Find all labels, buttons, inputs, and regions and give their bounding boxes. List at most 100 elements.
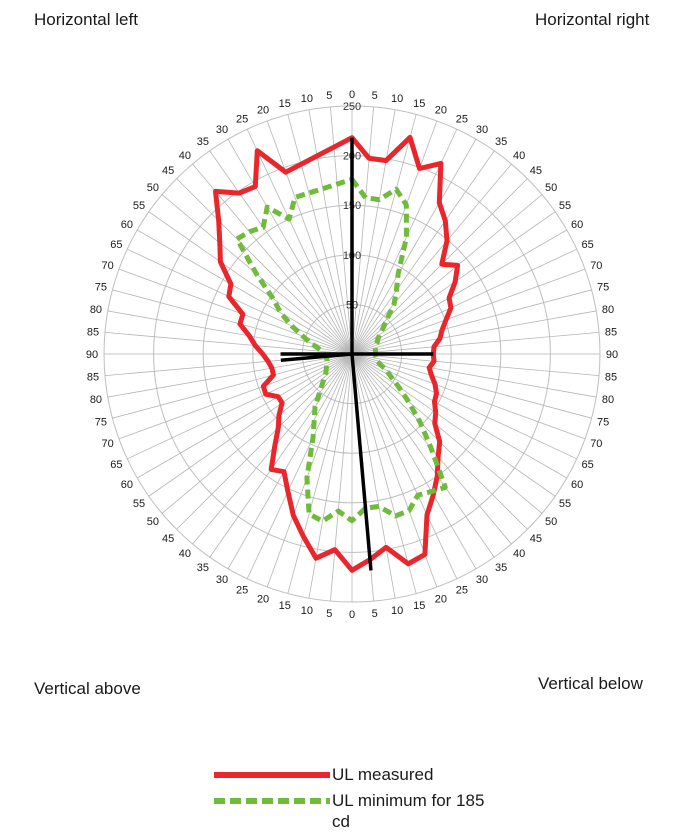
angle-tick-label: 55 <box>559 200 571 212</box>
angle-tick-label: 50 <box>545 516 557 528</box>
grid-spoke <box>246 353 353 579</box>
angle-tick-label: 5 <box>326 90 332 102</box>
angle-tick-label: 65 <box>582 459 594 471</box>
angle-tick-label: 55 <box>133 200 145 212</box>
angle-tick-label: 90 <box>86 349 98 361</box>
grid-spoke <box>351 353 592 419</box>
grid-spoke <box>148 353 353 497</box>
grid-spoke <box>107 353 353 398</box>
grid-spoke <box>287 114 353 355</box>
angle-tick-label: 10 <box>301 93 313 105</box>
grid-spoke <box>351 353 396 599</box>
angle-tick-label: 85 <box>87 372 99 384</box>
grid-spoke <box>351 114 417 355</box>
corner-label-horizontal-right: Horizontal right <box>535 10 650 29</box>
angle-tick-label: 60 <box>121 479 133 491</box>
angle-tick-label: 20 <box>257 593 269 605</box>
angle-tick-label: 85 <box>605 372 617 384</box>
grid-spoke <box>351 163 512 355</box>
angle-labels: 0 5 10 152025303540455055606570758085908580… <box>86 89 618 621</box>
angle-tick-label: 50 <box>545 182 557 194</box>
legend-swatch-dashed <box>214 798 330 804</box>
axis-line <box>350 353 373 571</box>
grid-spoke <box>351 289 592 355</box>
grid-spoke <box>137 353 353 479</box>
chart-series <box>213 134 461 573</box>
grid-spoke <box>118 268 353 355</box>
angle-tick-label: 80 <box>90 394 102 406</box>
grid-spoke <box>137 229 353 355</box>
angle-tick-label: 75 <box>597 282 609 294</box>
grid-spoke <box>351 353 556 497</box>
angle-tick-label: 80 <box>90 304 102 316</box>
grid-spoke <box>351 120 438 355</box>
grid-spoke <box>287 353 353 594</box>
angle-tick-label: 30 <box>476 574 488 586</box>
angle-tick-label: 45 <box>530 533 542 545</box>
grid-spoke <box>104 331 353 355</box>
angle-tick-label: 75 <box>95 282 107 294</box>
angle-tick-label: 60 <box>571 479 583 491</box>
angle-tick-label: 45 <box>162 165 174 177</box>
angle-tick-label: 80 <box>602 304 614 316</box>
angle-tick-label: 65 <box>110 239 122 251</box>
angle-tick-label: 55 <box>559 498 571 510</box>
angle-tick-label: 15 <box>279 98 291 110</box>
grid-spoke <box>351 109 396 355</box>
grid-spoke <box>351 353 458 579</box>
angle-tick-label: 60 <box>571 219 583 231</box>
angle-tick-label: 90 <box>606 349 618 361</box>
angle-tick-label: 30 <box>216 124 228 136</box>
legend-label: UL minimum for 185 cd <box>332 791 485 831</box>
angle-tick-label: 35 <box>495 136 507 148</box>
angle-tick-label: 70 <box>102 438 114 450</box>
legend-swatch-solid <box>214 772 330 778</box>
grid-spoke <box>351 331 600 355</box>
angle-tick-label: 20 <box>435 105 447 117</box>
legend: UL measured UL minimum for 185 cd <box>212 764 512 834</box>
angle-tick-label: 5 <box>326 608 332 620</box>
angle-tick-label: 40 <box>513 548 525 560</box>
grid-spoke <box>351 150 495 355</box>
grid-spoke <box>107 310 353 355</box>
angle-tick-label: 35 <box>495 562 507 574</box>
grid-spoke <box>266 120 353 355</box>
grid-spoke <box>192 163 353 355</box>
angle-tick-label: 15 <box>279 600 291 612</box>
angle-tick-label: 80 <box>602 394 614 406</box>
grid-spoke <box>308 109 353 355</box>
angle-tick-label: 30 <box>476 124 488 136</box>
grid-spoke <box>127 248 353 355</box>
radial-tick-label: 250 <box>343 101 361 113</box>
angle-tick-label: 0 <box>349 609 355 621</box>
grid-spoke <box>351 353 600 377</box>
angle-tick-label: 10 <box>301 605 313 617</box>
grid-spoke <box>118 353 353 440</box>
angle-tick-label: 25 <box>456 113 468 125</box>
angle-tick-label: 50 <box>147 516 159 528</box>
angle-tick-label: 65 <box>582 239 594 251</box>
angle-tick-label: 10 <box>391 605 403 617</box>
angle-tick-label: 65 <box>110 459 122 471</box>
grid-spoke <box>209 353 353 558</box>
angle-tick-label: 45 <box>162 533 174 545</box>
grid-spoke <box>351 106 375 355</box>
angle-tick-label: 20 <box>435 593 447 605</box>
legend-item-ul-minimum: UL minimum for 185 cd <box>212 790 512 832</box>
grid-spoke <box>351 353 438 588</box>
angle-tick-label: 5 <box>372 608 378 620</box>
angle-tick-label: 75 <box>95 416 107 428</box>
angle-tick-label: 25 <box>236 585 248 597</box>
angle-tick-label: 10 <box>391 93 403 105</box>
grid-spoke <box>112 353 353 419</box>
series-ul-measured <box>213 134 461 573</box>
angle-tick-label: 25 <box>456 585 468 597</box>
angle-tick-label: 5 <box>372 90 378 102</box>
grid-spoke <box>351 353 417 594</box>
angle-tick-label: 85 <box>87 326 99 338</box>
grid-spoke <box>351 353 597 398</box>
grid-spoke <box>351 353 586 440</box>
angle-tick-label: 25 <box>236 113 248 125</box>
grid-spoke <box>176 178 353 355</box>
corner-label-horizontal-left: Horizontal left <box>34 10 138 29</box>
